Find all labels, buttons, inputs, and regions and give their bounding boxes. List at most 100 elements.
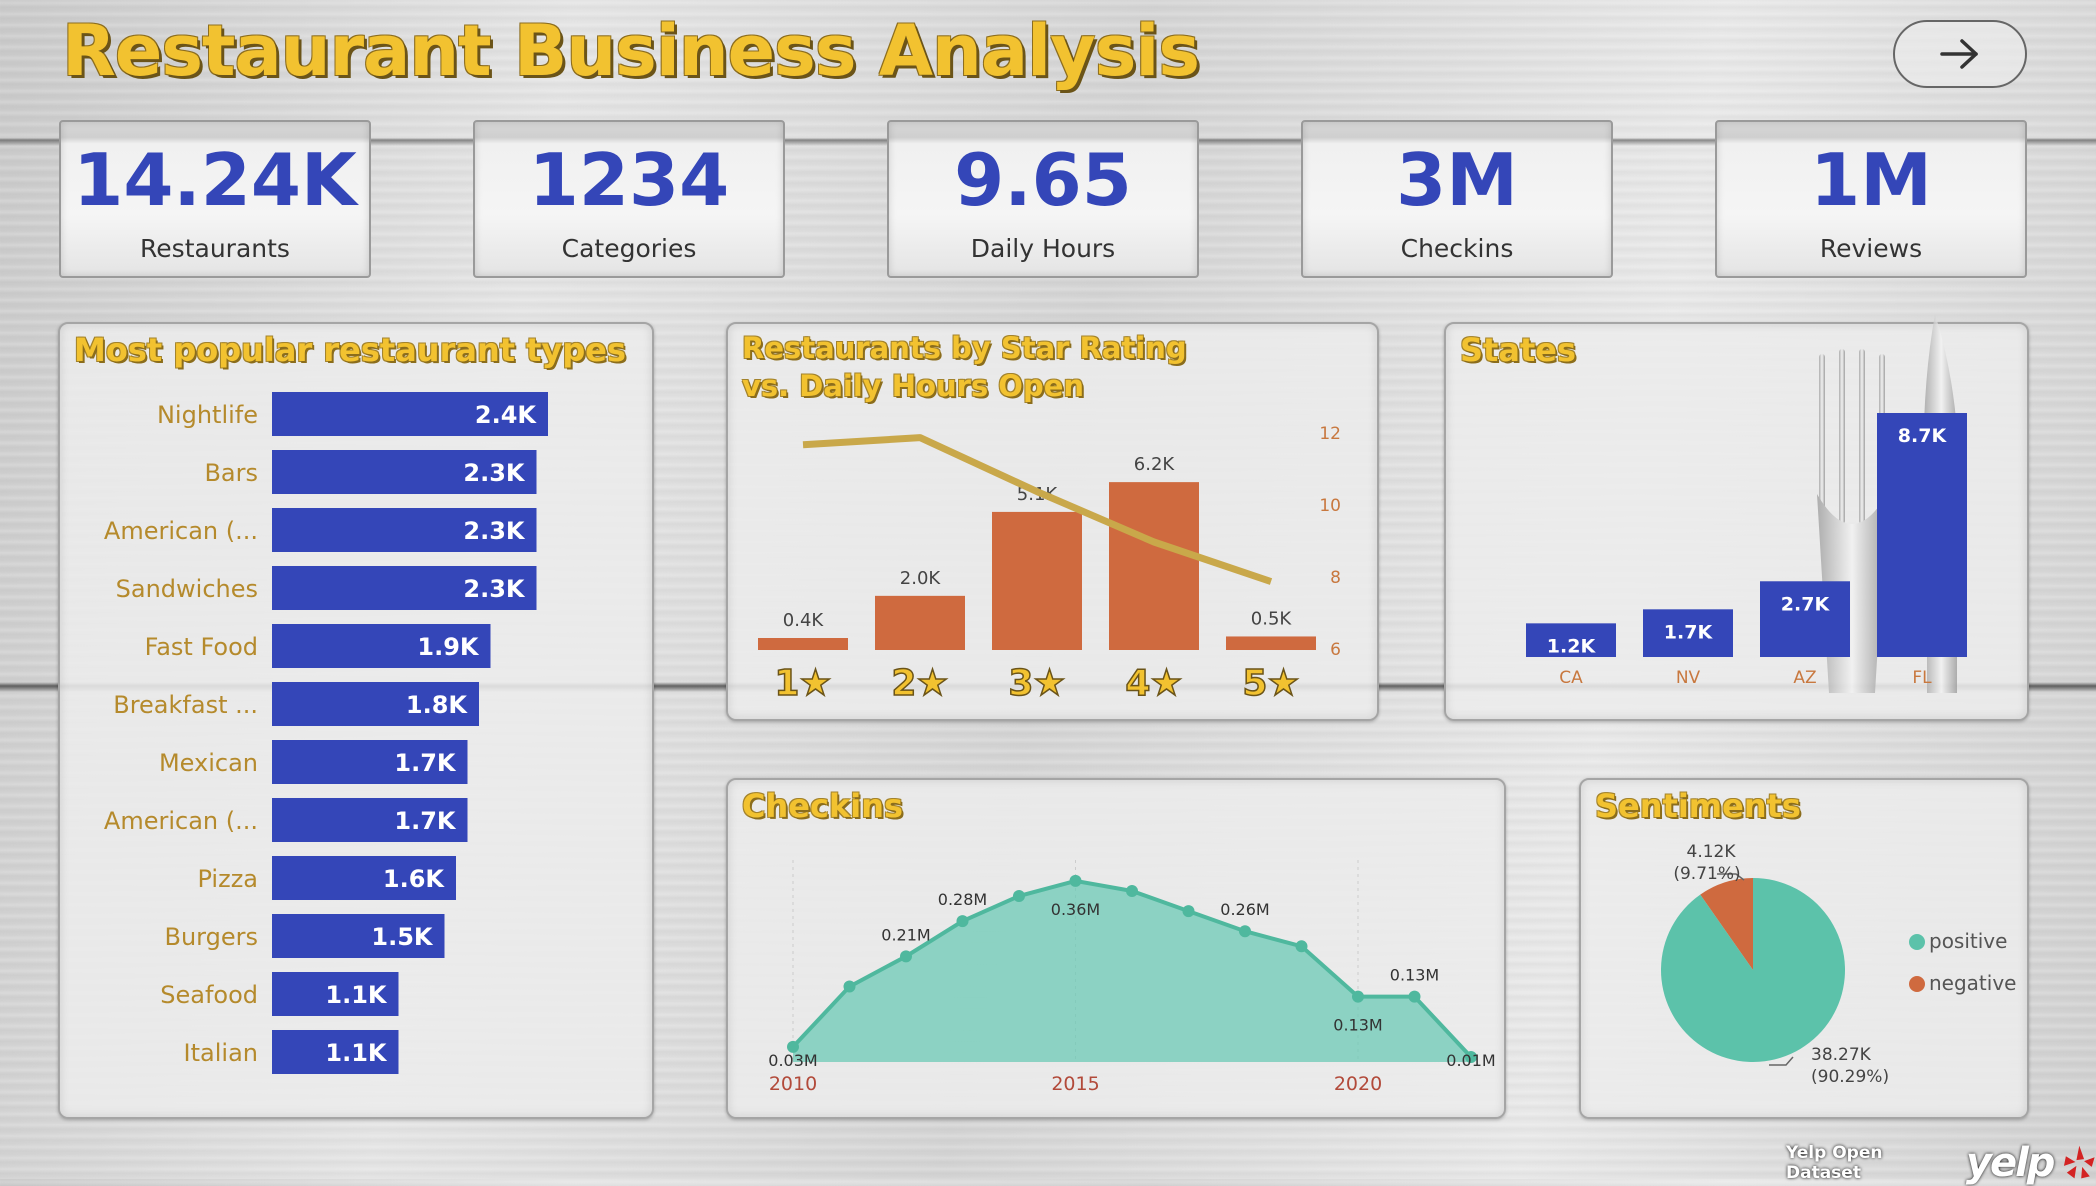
kpi-value: 9.65 xyxy=(954,138,1132,222)
category-label: Mexican xyxy=(159,749,258,777)
checkins-chart: 2010 2015 2020 0.03M 0.21M 0.28M 0.36M 0.26M 0.1… xyxy=(768,860,1496,1095)
kpi-checkins: 3M Checkins xyxy=(1301,120,1613,278)
footer: Yelp Open Dataset yelp xyxy=(1786,1140,2096,1186)
data-label: 0.28M xyxy=(938,890,987,909)
category-label: Burgers xyxy=(165,923,259,951)
kpi-label: Checkins xyxy=(1400,234,1514,263)
data-label: 0.26M xyxy=(1220,900,1269,919)
data-label: 6.2K xyxy=(1134,454,1176,475)
category-label: CA xyxy=(1559,668,1583,688)
data-label: 1.7K xyxy=(394,749,457,777)
bar xyxy=(1526,623,1616,657)
panel-title: Sentiments xyxy=(1595,787,1801,825)
panel-states: States 1.2K CA 1.7K NV 2.7K AZ 8.7K FL xyxy=(1444,314,2029,721)
data-label: 1.2K xyxy=(1547,635,1597,657)
bar xyxy=(272,624,491,668)
slice-value-label: 38.27K xyxy=(1811,1045,1872,1065)
panel-title: Most popular restaurant types xyxy=(74,331,626,369)
point xyxy=(787,1040,799,1053)
point xyxy=(900,950,912,963)
bar xyxy=(992,511,1082,650)
panel-restaurant-types: Most popular restaurant types Nightlife 2… xyxy=(58,322,654,1119)
kpi-categories: 1234 Categories xyxy=(473,120,785,278)
category-label: 4★ xyxy=(1125,663,1182,704)
bar xyxy=(1109,482,1199,650)
data-label: 1.7K xyxy=(1664,621,1714,643)
bar xyxy=(272,856,456,900)
kpi-value: 14.24K xyxy=(73,138,357,222)
bar xyxy=(875,595,965,650)
data-label: 2.4K xyxy=(475,401,538,429)
category-label: Pizza xyxy=(197,865,258,893)
kpi-label: Reviews xyxy=(1819,234,1923,263)
category-label: Breakfast ... xyxy=(113,691,258,719)
category-label: 2★ xyxy=(891,663,948,704)
bar xyxy=(272,566,537,610)
bar xyxy=(272,508,537,552)
point xyxy=(1408,990,1421,1003)
data-label: 0.4K xyxy=(783,610,825,631)
bar xyxy=(1226,636,1316,650)
data-label: 1.1K xyxy=(325,1039,388,1067)
data-label: 0.21M xyxy=(881,925,930,944)
category-label: Fast Food xyxy=(145,633,258,661)
panel-title: Checkins xyxy=(742,787,904,825)
kpi-value: 1M xyxy=(1810,138,1932,222)
category-label: FL xyxy=(1912,668,1932,688)
yelp-logo: yelp xyxy=(1965,1140,2056,1186)
category-label: Italian xyxy=(184,1039,258,1067)
bar xyxy=(272,972,399,1016)
point xyxy=(1295,940,1308,953)
hours-line xyxy=(802,434,1273,585)
panel-title: States xyxy=(1460,331,1576,369)
data-label: 1.6K xyxy=(383,865,446,893)
data-label: 2.3K xyxy=(463,575,526,603)
panel-star-rating: Restaurants by Star Rating vs. Daily Hou… xyxy=(726,322,1379,721)
bar xyxy=(758,638,848,650)
legend-label: positive xyxy=(1929,929,2007,953)
data-label: 0.03M xyxy=(768,1051,817,1070)
arrow-right-icon xyxy=(1940,39,1978,69)
category-label: Seafood xyxy=(160,981,258,1009)
bar xyxy=(272,1030,399,1074)
data-label: 1.9K xyxy=(417,633,480,661)
x-tick-label: 2020 xyxy=(1334,1073,1382,1095)
bar xyxy=(1760,581,1850,657)
legend-marker xyxy=(1909,934,1925,950)
data-label: 8.7K xyxy=(1898,425,1948,447)
kpi-value: 1234 xyxy=(528,138,730,222)
point xyxy=(956,915,969,928)
legend-marker xyxy=(1909,976,1925,992)
kpi-reviews: 1M Reviews xyxy=(1715,120,2027,278)
point xyxy=(1126,884,1138,897)
slice-value-label: 4.12K xyxy=(1687,842,1737,862)
category-label: NV xyxy=(1676,668,1701,688)
restaurant-types-chart: Nightlife 2.4K Bars 2.3K American (... 2.3K Sa… xyxy=(104,392,548,1074)
category-label: 1★ xyxy=(774,663,831,704)
category-label: American (... xyxy=(104,807,258,835)
data-label: 1.7K xyxy=(394,807,457,835)
bar xyxy=(272,740,468,784)
x-tick-label: 2015 xyxy=(1051,1073,1099,1095)
bar xyxy=(1643,609,1733,657)
point xyxy=(1013,890,1025,903)
data-source-label: Yelp Open Dataset xyxy=(1786,1143,1883,1183)
page-title: Restaurant Business Analysis xyxy=(62,10,1200,92)
kpi-restaurants: 14.24K Restaurants xyxy=(59,120,371,278)
leader-line xyxy=(1717,873,1745,881)
data-label: 2.3K xyxy=(463,517,526,545)
y2-tick-label: 10 xyxy=(1319,496,1341,516)
slice-pct-label: (9.71%) xyxy=(1673,864,1740,884)
next-page-button[interactable] xyxy=(1893,20,2027,88)
bar xyxy=(1877,413,1967,657)
category-label: AZ xyxy=(1793,668,1816,688)
bar xyxy=(272,798,468,842)
panel-checkins: Checkins 2010 2015 2020 0.03M 0.21M 0.28M 0.36… xyxy=(726,778,1506,1119)
category-label: American (... xyxy=(104,517,258,545)
bar xyxy=(272,914,445,958)
panel-title: Restaurants by Star Rating vs. Daily Hou… xyxy=(742,330,1187,405)
kpi-label: Daily Hours xyxy=(970,234,1116,263)
data-label: 0.13M xyxy=(1333,1016,1382,1035)
y2-tick-label: 12 xyxy=(1319,424,1341,444)
